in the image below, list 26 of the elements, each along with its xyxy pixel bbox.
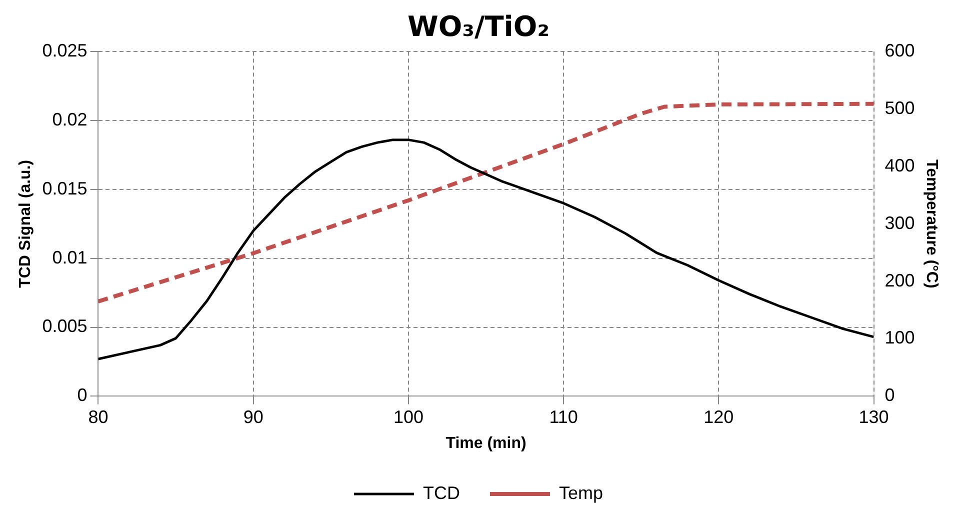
x-tick-label: 120	[704, 406, 734, 427]
y2-tick-label: 400	[884, 155, 915, 176]
legend-label: Temp	[558, 482, 604, 503]
y-tick-label: 0	[77, 385, 88, 406]
y2-tick-label: 0	[884, 385, 895, 406]
y-tick-label: 0.01	[52, 247, 88, 268]
line-series	[98, 102, 874, 304]
y2-tick-label: 300	[884, 212, 915, 233]
y2-tick-label: 100	[884, 328, 915, 348]
x-tick-label: 130	[858, 406, 889, 427]
y-axis-title: TCD Signal (a.u.)	[17, 160, 34, 288]
x-axis-title: Time (min)	[446, 434, 526, 452]
x-tick-label: 110	[549, 406, 578, 427]
x-tick-label: 100	[393, 406, 424, 427]
y2-tick-label: 500	[884, 98, 915, 118]
y-tick-label: 0.02	[52, 109, 88, 130]
legend-label: TCD	[422, 482, 460, 503]
y-tick-label: 0.005	[42, 316, 88, 336]
y2-tick-label: 200	[884, 270, 915, 290]
y-tick-label: 0.015	[42, 178, 88, 198]
y-tick-label: 0.025	[42, 40, 88, 61]
y2-axis-title: Temperature (°C)	[922, 160, 940, 288]
x-tick-label: 80	[88, 406, 108, 427]
chart-title: WO₃/TiO₂	[408, 10, 550, 44]
y2-tick-label: 600	[884, 40, 915, 61]
x-tick-label: 90	[243, 406, 264, 427]
